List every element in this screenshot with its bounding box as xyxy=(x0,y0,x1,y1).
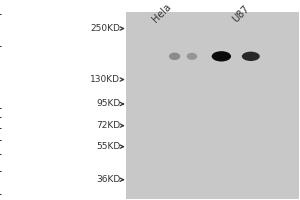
Text: 36KD: 36KD xyxy=(96,175,120,184)
FancyBboxPatch shape xyxy=(126,12,299,199)
Ellipse shape xyxy=(242,52,260,61)
Text: 55KD: 55KD xyxy=(96,142,120,151)
Ellipse shape xyxy=(212,51,231,61)
Ellipse shape xyxy=(187,53,197,60)
Text: Hela: Hela xyxy=(150,2,173,24)
Text: 95KD: 95KD xyxy=(96,99,120,108)
Ellipse shape xyxy=(169,53,180,60)
Text: U87: U87 xyxy=(231,4,251,24)
Text: 130KD: 130KD xyxy=(90,75,120,84)
Text: 250KD: 250KD xyxy=(90,24,120,33)
Text: 72KD: 72KD xyxy=(96,121,120,130)
